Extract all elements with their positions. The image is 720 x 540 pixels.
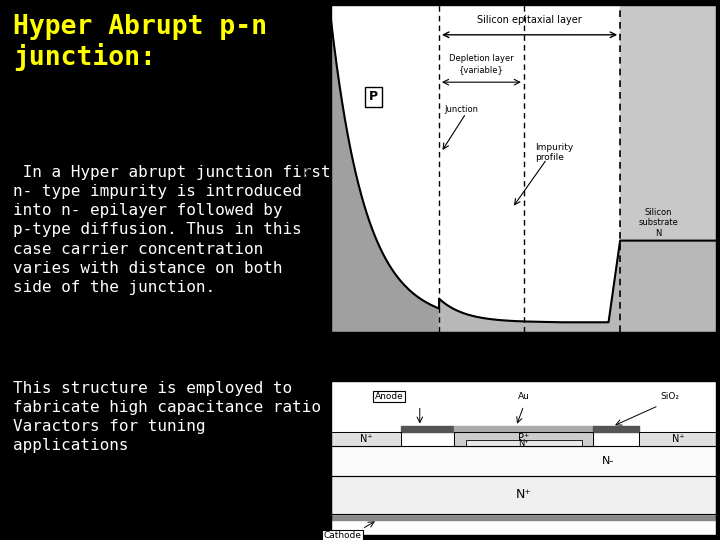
Bar <box>331 447 716 476</box>
Text: Au: Au <box>518 392 530 401</box>
Text: N⁺: N⁺ <box>516 489 532 502</box>
Text: N⁺: N⁺ <box>518 439 529 448</box>
Bar <box>331 431 400 447</box>
Text: Variable capacitance diode: Variable capacitance diode <box>439 370 608 383</box>
Text: SiO₂: SiO₂ <box>661 392 680 401</box>
Text: Anode: Anode <box>374 392 403 401</box>
Text: Hyper Abrupt p-n
junction:: Hyper Abrupt p-n junction: <box>13 14 267 71</box>
Text: Depletion layer
{variable}: Depletion layer {variable} <box>449 55 514 74</box>
Text: In a Hyper abrupt junction first
n- type impurity is introduced
into n- epilayer: In a Hyper abrupt junction first n- type… <box>13 165 330 295</box>
Bar <box>454 431 593 447</box>
Text: P: P <box>369 90 378 103</box>
Text: N⁺: N⁺ <box>359 434 372 444</box>
Polygon shape <box>439 241 716 332</box>
Text: Hyperabrupt junction: Hyperabrupt junction <box>457 354 590 367</box>
Text: P⁺: P⁺ <box>518 434 529 443</box>
Text: Depth: Depth <box>505 339 543 352</box>
Bar <box>466 440 582 447</box>
Text: Silicon
substrate
N: Silicon substrate N <box>639 208 678 238</box>
Text: N-: N- <box>603 456 615 466</box>
Text: Cathode: Cathode <box>324 531 361 540</box>
Polygon shape <box>331 5 439 332</box>
Bar <box>639 431 716 447</box>
Text: Impurity
profile: Impurity profile <box>536 143 574 162</box>
Text: Silicon epitaxial layer: Silicon epitaxial layer <box>477 15 582 25</box>
Text: Junction: Junction <box>445 105 479 114</box>
Text: Impurity concentration: Impurity concentration <box>304 117 312 221</box>
Bar <box>331 476 716 514</box>
Text: This structure is employed to
fabricate high capacitance ratio
Varactors for tun: This structure is employed to fabricate … <box>13 381 321 453</box>
Text: N⁺: N⁺ <box>672 434 684 444</box>
